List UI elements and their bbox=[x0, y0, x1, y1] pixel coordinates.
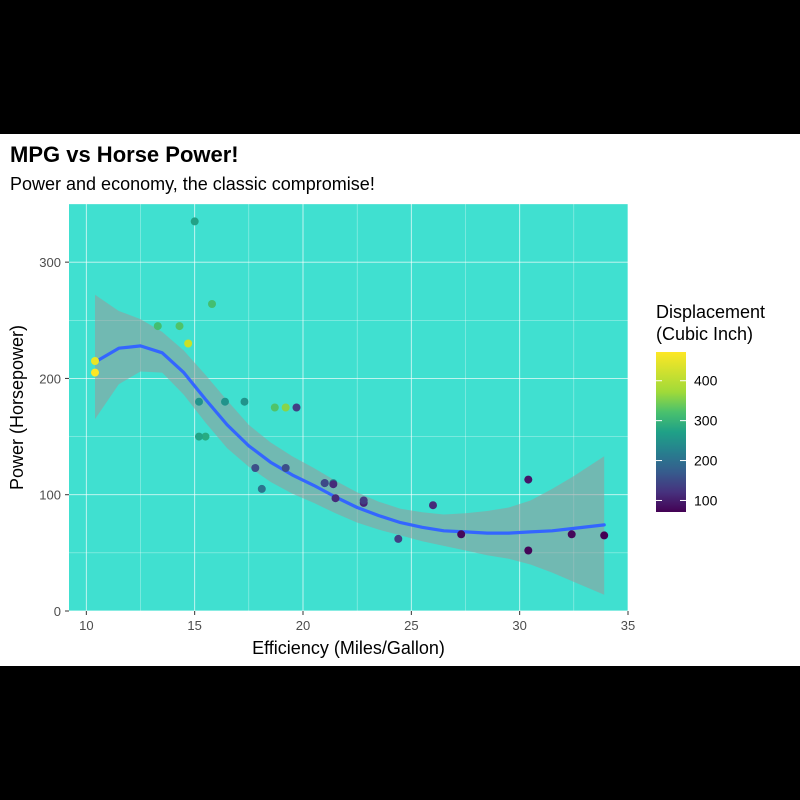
data-point bbox=[195, 397, 203, 406]
data-point bbox=[359, 496, 368, 505]
scatter-points bbox=[91, 217, 609, 555]
data-point bbox=[320, 479, 329, 488]
data-point bbox=[91, 357, 99, 365]
y-axis-title: Power (Horsepower) bbox=[7, 325, 27, 490]
data-point bbox=[270, 403, 279, 412]
data-point bbox=[281, 464, 290, 472]
chart-subtitle: Power and economy, the classic compromis… bbox=[10, 174, 375, 194]
data-point bbox=[257, 484, 266, 493]
data-point bbox=[91, 368, 99, 377]
data-point bbox=[240, 397, 249, 406]
legend-title-line2: (Cubic Inch) bbox=[656, 324, 753, 344]
smooth-line bbox=[93, 344, 606, 535]
loess-line bbox=[93, 344, 606, 535]
data-point bbox=[457, 530, 466, 539]
data-point bbox=[221, 397, 229, 406]
x-tick-label: 20 bbox=[296, 618, 310, 633]
x-tick-label: 15 bbox=[187, 618, 201, 633]
data-point bbox=[251, 464, 260, 472]
data-point bbox=[153, 322, 162, 331]
x-tick-label: 35 bbox=[621, 618, 635, 633]
confidence-ribbon bbox=[95, 294, 605, 595]
legend-tick-label: 200 bbox=[694, 453, 718, 469]
data-point bbox=[429, 501, 437, 510]
data-point bbox=[331, 494, 340, 503]
confidence-band bbox=[95, 294, 605, 595]
data-point bbox=[195, 432, 203, 441]
chart-figure: MPG vs Horse Power! Power and economy, t… bbox=[0, 134, 800, 666]
legend-tick-label: 400 bbox=[694, 373, 718, 389]
data-point bbox=[600, 531, 609, 540]
data-point bbox=[184, 339, 193, 348]
x-tick-label: 10 bbox=[79, 618, 93, 633]
data-point bbox=[208, 300, 216, 308]
data-point bbox=[190, 217, 199, 226]
data-point bbox=[524, 475, 533, 484]
plot-svg: 10 15 20 25 30 35 0 100 200 300 Efficiency (Miles… bbox=[7, 203, 765, 658]
data-point bbox=[524, 546, 533, 555]
legend-title-line1: Displacement bbox=[656, 302, 765, 322]
y-tick-label: 200 bbox=[39, 371, 61, 386]
data-point bbox=[567, 530, 576, 539]
data-point bbox=[175, 322, 184, 331]
legend-ticks: 100 200 300 400 bbox=[656, 373, 718, 508]
axes: 10 15 20 25 30 35 0 100 200 300 bbox=[39, 255, 635, 633]
data-point bbox=[329, 480, 338, 489]
chart-title: MPG vs Horse Power! bbox=[10, 142, 239, 167]
y-tick-label: 100 bbox=[39, 488, 61, 503]
y-tick-label: 0 bbox=[54, 604, 61, 619]
data-point bbox=[394, 534, 403, 543]
legend-tick-label: 300 bbox=[694, 413, 718, 429]
legend: Displacement (Cubic Inch) 100 200 300 400 bbox=[656, 302, 765, 512]
data-point bbox=[201, 432, 210, 441]
x-tick-label: 30 bbox=[512, 618, 526, 633]
data-point bbox=[292, 403, 301, 412]
x-tick-label: 25 bbox=[404, 618, 418, 633]
legend-tick-label: 100 bbox=[694, 492, 718, 508]
legend-colorbar bbox=[656, 352, 686, 512]
x-axis-title: Efficiency (Miles/Gallon) bbox=[252, 638, 445, 658]
data-point bbox=[281, 403, 290, 412]
y-tick-label: 300 bbox=[39, 255, 61, 270]
